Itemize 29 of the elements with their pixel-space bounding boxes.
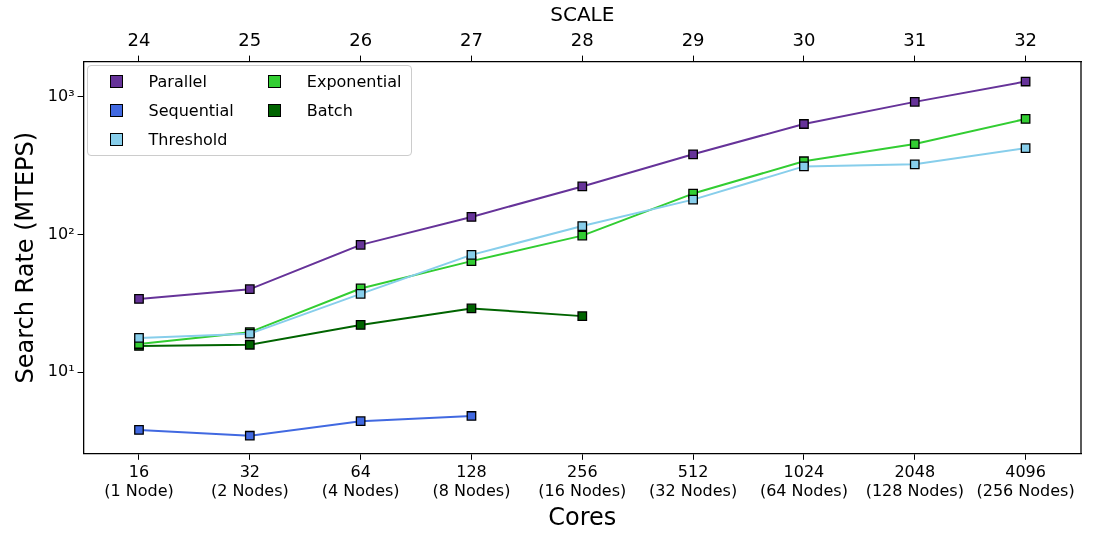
legend-label: Sequential [148,100,234,120]
legend-label: Batch [306,100,353,120]
x-tick-label: 32 (2 Nodes) [210,461,289,500]
legend-label: Exponential [306,71,402,91]
x2-tick-label: 27 [460,29,483,51]
x2-tick-label: 31 [903,29,927,51]
x-tick-label: 128 (8 Nodes) [432,461,511,500]
x-tick-label: 1024 (64 Nodes) [759,461,848,500]
y-tick-label: 10² [47,223,75,243]
x2-tick-label: 32 [1014,29,1038,51]
x2-tick-label: 26 [349,29,373,51]
x2-tick-label: 25 [238,29,262,51]
legend-label: Parallel [148,71,207,91]
y-axis-title: Search Rate (MTEPS) [10,131,39,384]
x2-tick-label: 28 [570,29,594,51]
x2-axis-title: SCALE [550,2,615,27]
legend-label: Threshold [148,129,228,149]
x2-tick-label: 24 [127,29,151,51]
x-tick-label: 2048 (128 Nodes) [865,461,964,500]
y-tick-label: 10¹ [47,361,75,381]
x-tick-label: 4096 (256 Nodes) [976,461,1075,500]
x-tick-label: 512 (32 Nodes) [649,461,738,500]
x2-tick-label: 30 [792,29,816,51]
x-tick-label: 256 (16 Nodes) [538,461,627,500]
x-axis-title: Cores [548,502,617,531]
x2-tick-label: 29 [681,29,705,51]
y-tick-label: 10³ [47,85,75,105]
x-tick-label: 16 (1 Node) [104,461,174,500]
x-tick-label: 64 (4 Nodes) [321,461,400,500]
